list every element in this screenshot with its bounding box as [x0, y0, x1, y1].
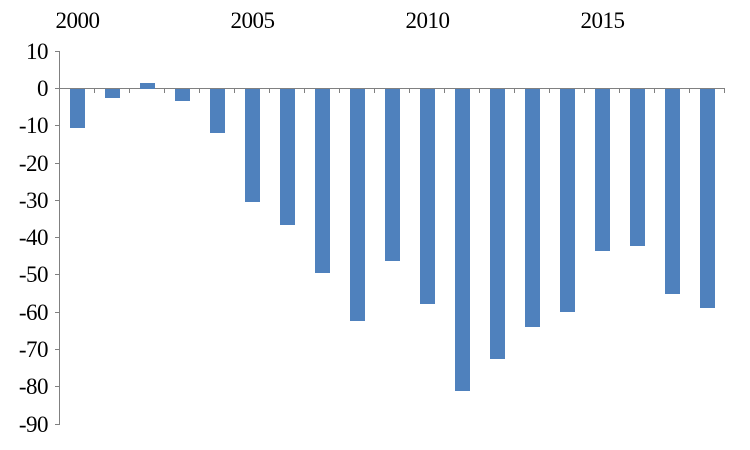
category-tick: [584, 89, 585, 93]
bar-2015: [595, 89, 610, 251]
bar-2012: [490, 89, 505, 359]
category-tick: [689, 89, 690, 93]
category-tick: [164, 89, 165, 93]
y-axis-label: -80: [18, 374, 49, 400]
bar-2016: [630, 89, 645, 246]
category-tick: [374, 89, 375, 93]
category-tick: [304, 89, 305, 93]
bar-2004: [210, 89, 225, 134]
bar-2003: [175, 89, 190, 101]
y-axis-label: -60: [18, 299, 49, 325]
y-axis-tick: [55, 162, 60, 164]
y-axis-label: -40: [18, 225, 49, 251]
bar-2007: [315, 89, 330, 273]
category-tick: [654, 89, 655, 93]
bar-2014: [560, 89, 575, 312]
x-axis-label: 2010: [405, 8, 451, 33]
x-axis-line: [55, 88, 725, 89]
y-axis-tick: [55, 348, 60, 350]
y-axis-label: 10: [26, 38, 49, 64]
category-tick: [234, 89, 235, 93]
category-tick: [514, 89, 515, 93]
bar-2002: [140, 82, 155, 89]
y-axis-tick: [55, 125, 60, 127]
category-tick: [444, 89, 445, 93]
category-tick: [619, 89, 620, 93]
y-axis-tick: [55, 50, 60, 52]
bar-2009: [385, 89, 400, 261]
y-axis-label: -90: [18, 411, 49, 437]
bar-2005: [245, 89, 260, 202]
category-tick: [94, 89, 95, 93]
y-axis-tick: [55, 88, 60, 89]
category-tick: [59, 89, 60, 93]
y-axis-tick: [55, 199, 60, 201]
category-tick: [409, 89, 410, 93]
category-tick: [129, 89, 130, 93]
category-tick: [479, 89, 480, 93]
y-axis-tick: [55, 237, 60, 239]
bar-2008: [350, 89, 365, 321]
y-axis-label: -30: [18, 187, 49, 213]
bar-2001: [105, 89, 120, 98]
category-tick: [339, 89, 340, 93]
y-axis-label: -20: [18, 150, 49, 176]
bar-2017: [665, 89, 680, 294]
x-axis-label: 2000: [55, 8, 101, 33]
bar-2011: [455, 89, 470, 391]
y-axis-label: -10: [18, 113, 49, 139]
y-axis-label: -50: [18, 262, 49, 288]
y-axis-tick: [55, 423, 60, 425]
x-axis-label: 2015: [580, 8, 626, 33]
y-axis-tick: [55, 386, 60, 388]
category-tick: [724, 89, 725, 93]
bar-2018: [700, 89, 715, 309]
y-axis-label: 0: [37, 76, 49, 101]
category-tick: [269, 89, 270, 93]
y-axis-tick: [55, 274, 60, 276]
bar-2013: [525, 89, 540, 327]
y-axis-tick: [55, 311, 60, 313]
bar-2010: [420, 89, 435, 305]
y-axis-line: [59, 51, 60, 425]
bar-2000: [70, 89, 85, 129]
x-axis-label: 2005: [230, 8, 276, 33]
category-tick: [199, 89, 200, 93]
category-tick: [549, 89, 550, 93]
bar-2006: [280, 89, 295, 226]
y-axis-label: -70: [18, 336, 49, 362]
